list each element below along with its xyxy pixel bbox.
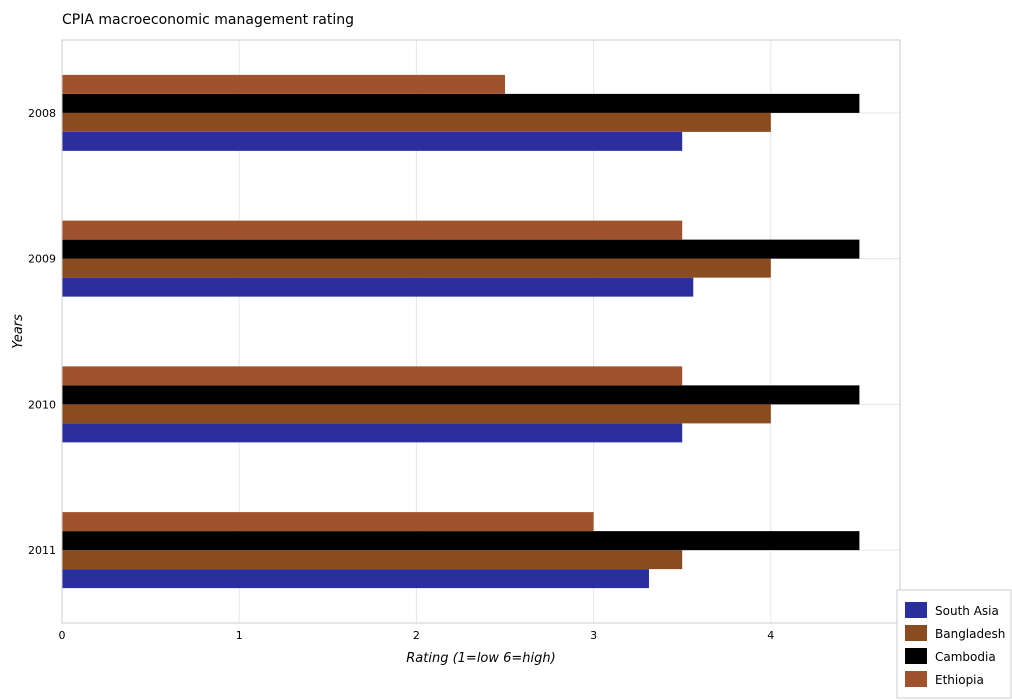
x-tick-label: 0 bbox=[59, 629, 66, 642]
bar-cambodia-2011 bbox=[62, 531, 860, 551]
y-tick-label: 2008 bbox=[28, 107, 56, 120]
plot-frame bbox=[61, 39, 901, 624]
bar-ethiopia-2009 bbox=[62, 220, 683, 240]
bar-bangladesh-2010 bbox=[62, 404, 771, 424]
bar-ethiopia-2010 bbox=[62, 366, 683, 386]
bar-bangladesh-2009 bbox=[62, 258, 771, 278]
x-axis-ticks: 0 1 2 3 4 bbox=[59, 629, 775, 642]
bars bbox=[62, 74, 860, 589]
bar-cambodia-2009 bbox=[62, 239, 860, 259]
bar-bangladesh-2011 bbox=[62, 550, 683, 570]
legend: South Asia Bangladesh Cambodia Ethiopia bbox=[896, 589, 1012, 699]
y-axis-label: Years bbox=[11, 314, 26, 349]
bar-ethiopia-2008 bbox=[62, 74, 505, 94]
bar-cambodia-2008 bbox=[62, 93, 860, 113]
y-tick-label: 2010 bbox=[28, 398, 56, 411]
bar-south-asia-2011 bbox=[62, 569, 649, 589]
x-tick-label: 3 bbox=[590, 629, 597, 642]
bar-bangladesh-2008 bbox=[62, 112, 771, 132]
chart-title: CPIA macroeconomic management rating bbox=[62, 12, 354, 28]
legend-swatch bbox=[905, 625, 927, 641]
x-tick-label: 1 bbox=[236, 629, 243, 642]
x-tick-label: 2 bbox=[413, 629, 420, 642]
bar-ethiopia-2011 bbox=[62, 512, 594, 532]
legend-swatch bbox=[905, 602, 927, 618]
y-tick-label: 2009 bbox=[28, 253, 56, 266]
y-axis-ticks: 2008 2009 2010 2011 bbox=[28, 107, 56, 557]
legend-swatch bbox=[905, 671, 927, 687]
x-tick-label: 4 bbox=[767, 629, 774, 642]
legend-label: Bangladesh bbox=[935, 627, 1005, 641]
bar-south-asia-2010 bbox=[62, 423, 683, 443]
legend-label: Cambodia bbox=[935, 650, 996, 664]
legend-label: South Asia bbox=[935, 604, 999, 618]
bar-cambodia-2010 bbox=[62, 385, 860, 405]
bar-south-asia-2009 bbox=[62, 277, 694, 297]
bar-south-asia-2008 bbox=[62, 131, 683, 151]
x-axis-label: Rating (1=low 6=high) bbox=[406, 651, 555, 666]
legend-swatch bbox=[905, 648, 927, 664]
legend-label: Ethiopia bbox=[935, 673, 984, 687]
y-tick-label: 2011 bbox=[28, 544, 56, 557]
